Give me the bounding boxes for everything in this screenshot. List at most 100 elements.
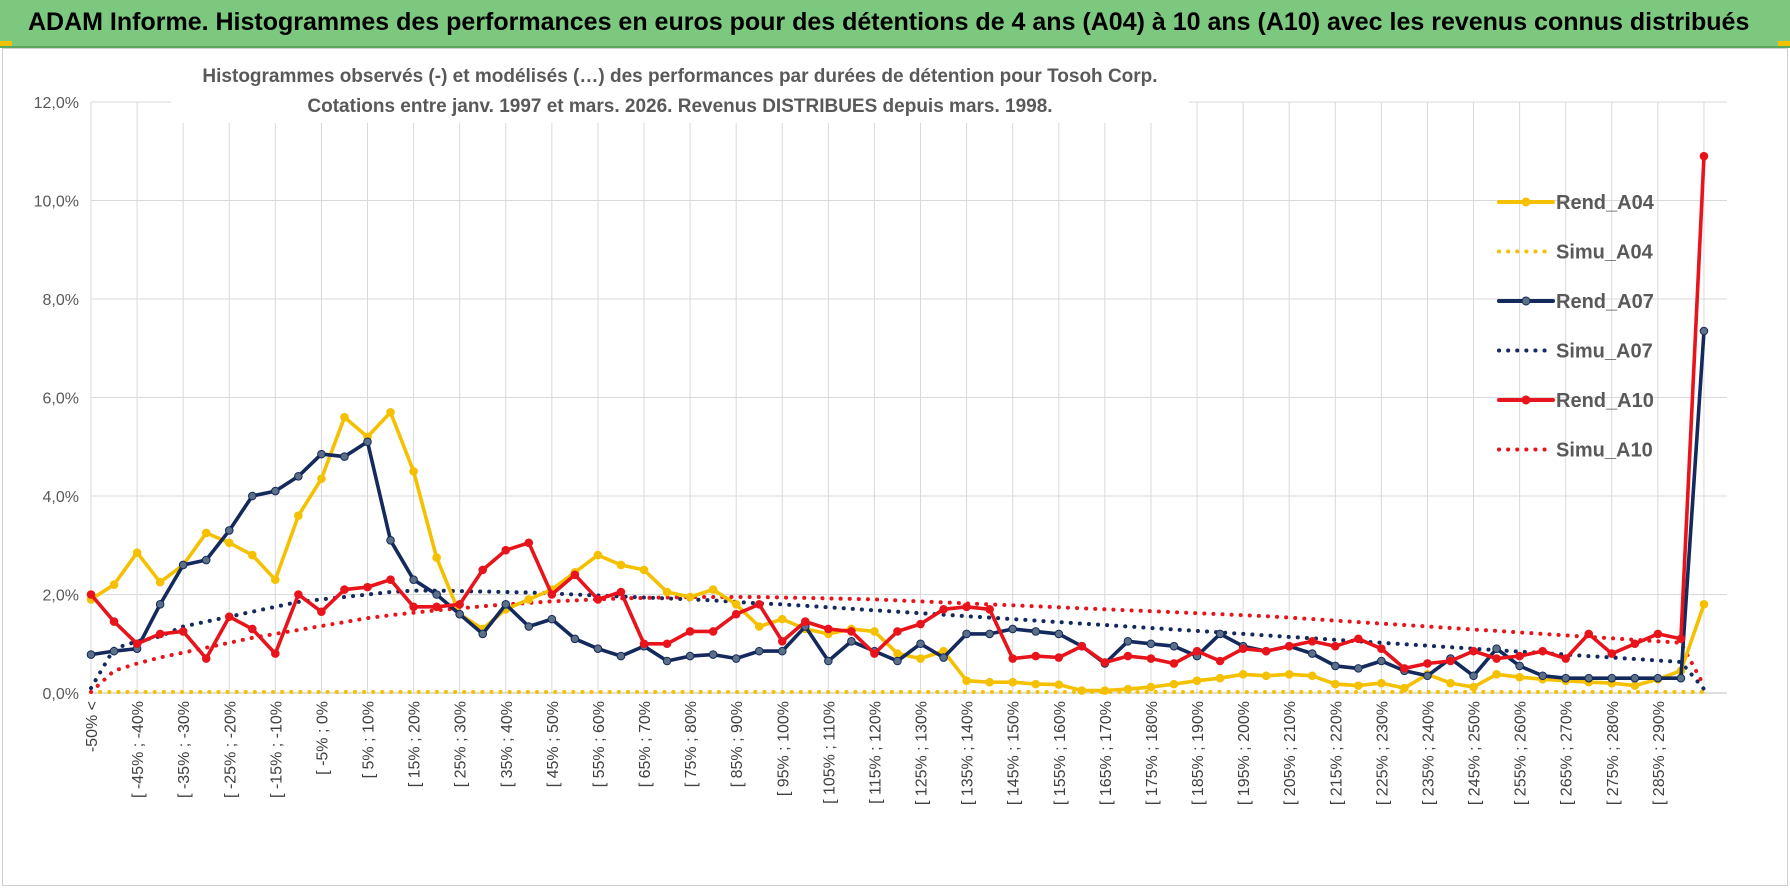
data-point — [1584, 673, 1594, 683]
y-tick-label: 6,0% — [43, 391, 79, 408]
data-point — [593, 595, 603, 604]
report-banner: ADAM Informe. Histogrammes des performan… — [0, 0, 1790, 48]
x-tick-label: [ -15% ; -10% — [268, 701, 285, 798]
data-point — [801, 617, 810, 626]
data-point — [294, 590, 303, 599]
series-layer — [86, 151, 1709, 695]
data-point — [708, 627, 718, 636]
legend-item-rend-a10: Rend_A10 — [1497, 390, 1654, 412]
data-point — [1446, 678, 1455, 688]
chart-frame: 0,0% 2,0% 4,0% 6,0% 8,0% 10,0% 12,0% -50% < [ -… — [2, 48, 1788, 886]
data-point — [109, 580, 119, 589]
x-tick-label: [ 35% ; 40% — [499, 701, 516, 787]
x-tick-label: [ 125% ; 130% — [914, 701, 931, 805]
data-point — [824, 624, 833, 634]
data-point — [1054, 680, 1064, 689]
x-axis: -50% < [ -45% ; -40% [ -35% ; -30% [ -25% ;… — [84, 701, 1668, 805]
data-point — [547, 590, 557, 599]
report-title: ADAM Informe. Histogrammes des performan… — [28, 8, 1750, 36]
x-tick-label: [ 255% ; 260% — [1513, 701, 1530, 805]
x-tick-label: [ 65% ; 70% — [637, 701, 654, 787]
data-point — [1515, 661, 1524, 671]
data-point — [1238, 669, 1248, 679]
data-point — [409, 467, 418, 476]
legend-item-simu-a07: Simu_A07 — [1497, 341, 1653, 363]
data-point — [1215, 656, 1225, 666]
data-point — [409, 575, 418, 585]
data-point — [1284, 669, 1294, 679]
series-simu-a10 — [89, 595, 1706, 694]
data-point — [777, 614, 787, 624]
chart-grid — [90, 101, 1727, 694]
chart-title: Histogrammes observés (-) et modélisés (… — [202, 66, 1157, 87]
data-point — [685, 651, 695, 661]
data-point — [1054, 653, 1064, 662]
data-point — [1400, 664, 1409, 673]
data-point — [985, 629, 994, 639]
data-point — [155, 600, 165, 609]
x-tick-label: -50% < — [84, 701, 101, 752]
data-point — [1008, 654, 1017, 663]
data-point — [731, 609, 741, 619]
x-tick-label: [ 105% ; 110% — [821, 701, 838, 804]
x-tick-label: [ 75% ; 80% — [683, 701, 700, 787]
data-point — [1123, 651, 1133, 661]
data-point — [731, 600, 741, 609]
chart-titles: Histogrammes observés (-) et modélisés (… — [171, 61, 1189, 123]
legend-label: Simu_A07 — [1556, 341, 1653, 363]
data-point — [1192, 646, 1202, 656]
data-point — [1307, 649, 1317, 658]
data-point — [1676, 673, 1686, 683]
data-point — [708, 585, 718, 594]
x-tick-label: [ 145% ; 150% — [1006, 701, 1023, 805]
data-point — [224, 538, 234, 548]
data-point — [593, 550, 603, 560]
x-tick-label: [ 95% ; 100% — [775, 701, 792, 796]
legend-item-rend-a07: Rend_A07 — [1497, 291, 1654, 313]
data-point — [363, 582, 372, 592]
data-point — [386, 575, 395, 585]
data-point — [962, 602, 971, 612]
y-axis: 0,0% 2,0% 4,0% 6,0% 8,0% 10,0% 12,0% — [34, 95, 79, 703]
data-point — [847, 627, 856, 636]
data-point — [939, 604, 948, 614]
data-point — [616, 587, 626, 597]
data-point — [1354, 634, 1363, 644]
data-point — [777, 636, 787, 646]
data-point — [224, 612, 234, 621]
x-tick-label: [ -35% ; -30% — [176, 701, 193, 798]
data-point — [1215, 673, 1225, 683]
data-point — [1584, 629, 1594, 639]
data-point — [340, 452, 349, 461]
data-point — [1515, 672, 1524, 682]
data-point — [201, 555, 211, 565]
data-point — [662, 656, 672, 666]
data-point — [386, 536, 395, 545]
data-point — [662, 639, 672, 649]
data-point — [1538, 671, 1547, 681]
data-point — [1169, 641, 1179, 651]
data-point — [754, 600, 764, 609]
x-tick-label: [ 25% ; 30% — [453, 701, 470, 787]
x-tick-label: [ 235% ; 240% — [1420, 701, 1437, 805]
data-point — [455, 609, 464, 619]
data-point — [1330, 641, 1340, 651]
data-point — [916, 654, 925, 663]
data-point — [731, 654, 741, 663]
data-point — [1469, 646, 1478, 656]
data-point — [1192, 676, 1202, 685]
legend-label: Simu_A04 — [1556, 242, 1654, 264]
y-tick-label: 10,0% — [34, 194, 79, 211]
data-point — [386, 407, 395, 417]
data-point — [86, 590, 96, 599]
data-point — [1261, 646, 1271, 656]
data-point — [1146, 639, 1156, 649]
x-tick-label: [ -5% ; 0% — [314, 701, 331, 775]
data-point — [1377, 678, 1386, 688]
data-point — [593, 644, 603, 653]
data-point — [1031, 627, 1041, 636]
data-point — [224, 526, 234, 535]
data-point — [1423, 659, 1432, 668]
data-point — [1054, 629, 1064, 639]
data-point — [1492, 654, 1501, 663]
